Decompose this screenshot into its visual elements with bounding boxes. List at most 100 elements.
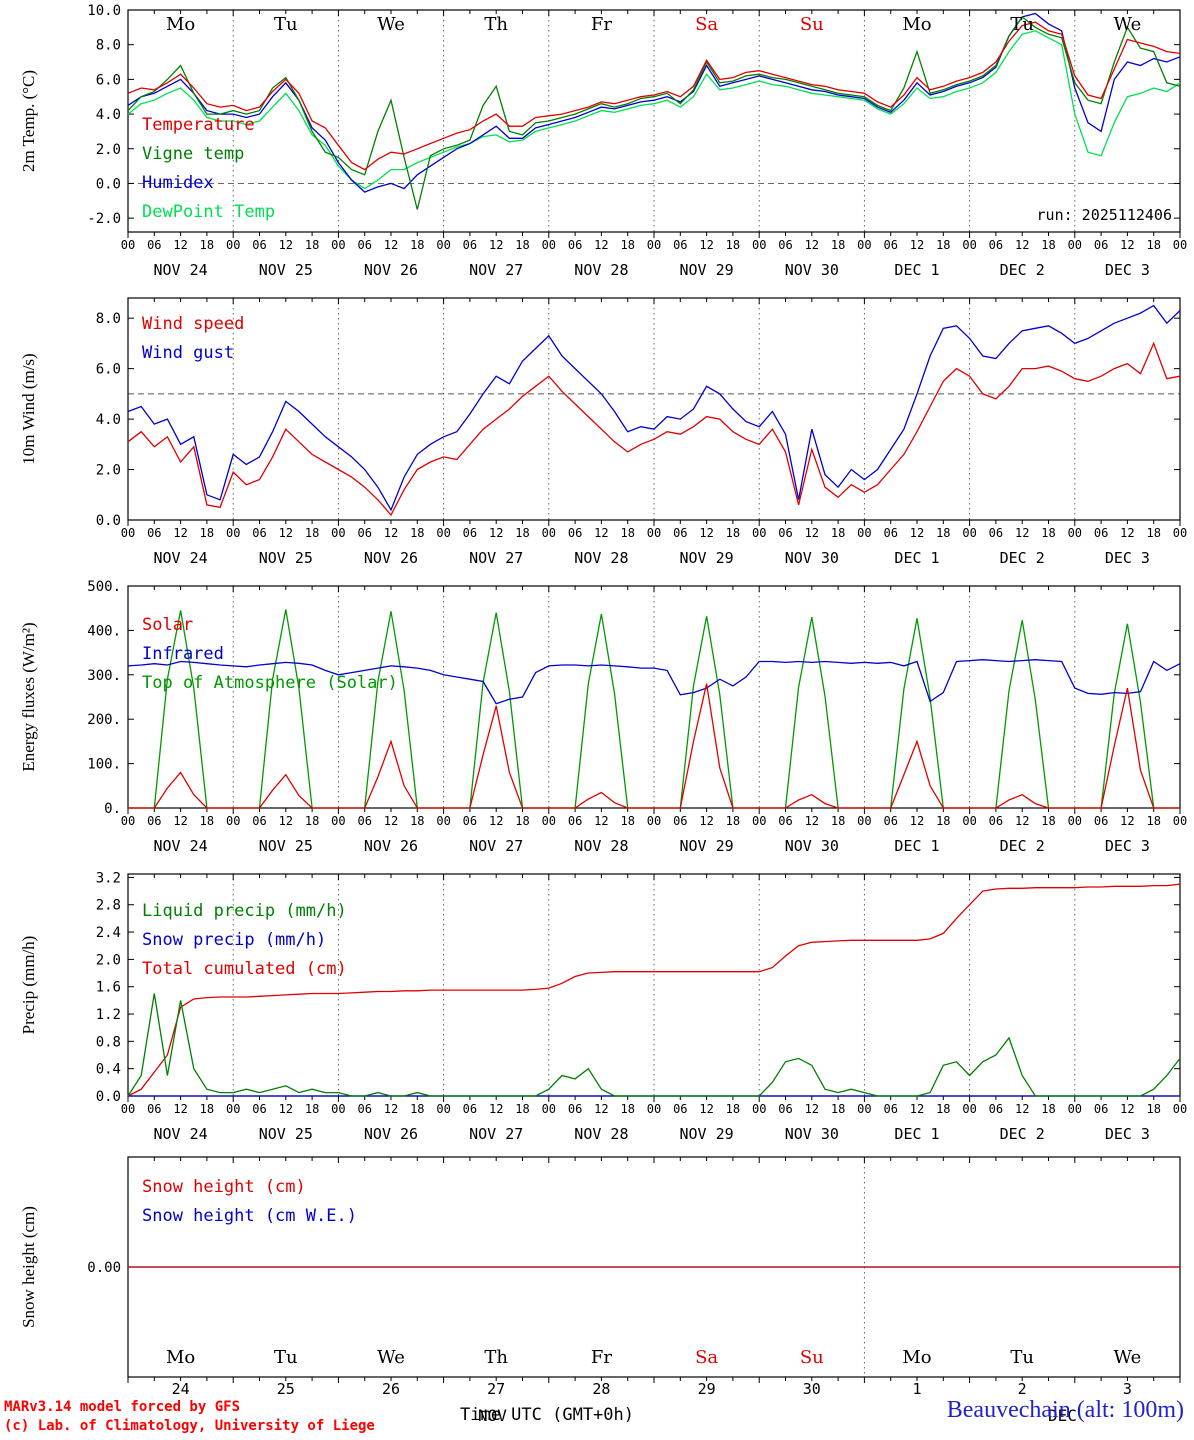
svg-text:12: 12 (173, 814, 187, 828)
svg-text:18: 18 (1041, 238, 1055, 252)
svg-text:06: 06 (1094, 1102, 1108, 1116)
svg-text:26: 26 (382, 1380, 400, 1397)
svg-text:Wind speed: Wind speed (142, 314, 244, 334)
svg-text:06: 06 (568, 814, 582, 828)
svg-text:28: 28 (592, 1380, 610, 1397)
svg-text:12: 12 (1015, 814, 1029, 828)
svg-text:18: 18 (1146, 526, 1160, 540)
svg-text:12: 12 (1120, 1102, 1134, 1116)
svg-text:12: 12 (173, 238, 187, 252)
svg-text:12: 12 (699, 814, 713, 828)
svg-text:18: 18 (1041, 526, 1055, 540)
svg-text:We: We (1114, 14, 1142, 35)
footer: MARv3.14 model forced by GFS (c) Lab. of… (0, 1397, 1194, 1440)
svg-text:12: 12 (279, 526, 293, 540)
svg-text:06: 06 (778, 238, 792, 252)
svg-text:2: 2 (1018, 1380, 1027, 1397)
svg-text:12: 12 (384, 238, 398, 252)
svg-text:Snow height (cm): Snow height (cm) (142, 1177, 306, 1197)
svg-text:00: 00 (1173, 814, 1187, 828)
svg-text:2.4: 2.4 (96, 925, 121, 941)
svg-text:0.8: 0.8 (96, 1034, 121, 1050)
svg-text:NOV 28: NOV 28 (574, 837, 628, 855)
svg-text:06: 06 (568, 238, 582, 252)
svg-text:12: 12 (1015, 1102, 1029, 1116)
svg-text:-2.0: -2.0 (87, 211, 121, 227)
svg-text:12: 12 (384, 1102, 398, 1116)
svg-text:06: 06 (147, 1102, 161, 1116)
svg-text:18: 18 (515, 1102, 529, 1116)
svg-text:12: 12 (910, 526, 924, 540)
svg-text:00: 00 (962, 1102, 976, 1116)
svg-text:NOV 27: NOV 27 (469, 261, 523, 279)
svg-text:00: 00 (542, 1102, 556, 1116)
svg-text:Sa: Sa (695, 14, 718, 35)
svg-text:00: 00 (542, 238, 556, 252)
svg-text:12: 12 (489, 238, 503, 252)
svg-text:NOV 30: NOV 30 (785, 837, 839, 855)
svg-text:00: 00 (121, 814, 135, 828)
svg-text:Mo: Mo (902, 14, 931, 35)
svg-text:6.0: 6.0 (96, 72, 121, 88)
svg-text:NOV 30: NOV 30 (785, 549, 839, 567)
svg-text:18: 18 (410, 238, 424, 252)
svg-text:18: 18 (515, 814, 529, 828)
svg-text:29: 29 (698, 1380, 716, 1397)
svg-text:18: 18 (1146, 238, 1160, 252)
svg-text:06: 06 (147, 526, 161, 540)
svg-text:06: 06 (463, 1102, 477, 1116)
svg-text:12: 12 (384, 814, 398, 828)
svg-text:Humidex: Humidex (142, 173, 214, 193)
svg-text:06: 06 (463, 238, 477, 252)
svg-text:18: 18 (305, 526, 319, 540)
svg-text:NOV 25: NOV 25 (259, 1125, 313, 1143)
svg-text:Liquid precip (mm/h): Liquid precip (mm/h) (142, 901, 347, 921)
svg-text:12: 12 (699, 1102, 713, 1116)
svg-text:12: 12 (489, 814, 503, 828)
svg-text:Top of Atmosphere (Solar): Top of Atmosphere (Solar) (142, 673, 398, 693)
svg-text:NOV 25: NOV 25 (259, 261, 313, 279)
svg-text:2.0: 2.0 (96, 142, 121, 158)
svg-text:06: 06 (1094, 526, 1108, 540)
svg-text:12: 12 (805, 814, 819, 828)
svg-text:12: 12 (805, 238, 819, 252)
svg-text:00: 00 (331, 238, 345, 252)
precip-panel-chart: 3.2 2.8 2.4 2.0 1.6 1.2 0.8 0.4 0.0 Precip (mm/h)… (19, 870, 1187, 1143)
svg-text:12: 12 (910, 1102, 924, 1116)
svg-text:00: 00 (542, 526, 556, 540)
svg-text:NOV 29: NOV 29 (680, 549, 734, 567)
svg-text:DEC 1: DEC 1 (894, 837, 939, 855)
svg-text:00: 00 (226, 526, 240, 540)
svg-text:30: 30 (803, 1380, 821, 1397)
svg-text:06: 06 (357, 814, 371, 828)
svg-text:DewPoint Temp: DewPoint Temp (142, 202, 275, 222)
footer-time-axis-label: Time UTC (GMT+0h) (460, 1405, 634, 1425)
svg-text:Vigne temp: Vigne temp (142, 144, 244, 164)
svg-text:18: 18 (936, 238, 950, 252)
svg-text:Precip (mm/h): Precip (mm/h) (19, 936, 38, 1035)
svg-text:00: 00 (962, 526, 976, 540)
temperature-panel-chart: 10.0 8.0 6.0 4.0 2.0 0.0 -2.0 2m Temp. (°C) Temp… (19, 3, 1187, 279)
svg-text:NOV 27: NOV 27 (469, 1125, 523, 1143)
svg-text:18: 18 (620, 1102, 634, 1116)
svg-text:NOV 25: NOV 25 (259, 837, 313, 855)
svg-text:10m Wind (m/s): 10m Wind (m/s) (19, 353, 38, 464)
svg-text:06: 06 (778, 814, 792, 828)
svg-text:Total cumulated (cm): Total cumulated (cm) (142, 959, 347, 979)
svg-text:NOV 24: NOV 24 (154, 549, 208, 567)
svg-text:Su: Su (800, 1347, 824, 1368)
svg-text:12: 12 (279, 238, 293, 252)
svg-text:0.0: 0.0 (96, 513, 121, 529)
svg-text:12: 12 (173, 1102, 187, 1116)
svg-text:DEC 3: DEC 3 (1105, 837, 1150, 855)
svg-text:12: 12 (384, 526, 398, 540)
svg-text:DEC 2: DEC 2 (1000, 549, 1045, 567)
svg-text:00: 00 (121, 238, 135, 252)
svg-text:2m Temp. (°C): 2m Temp. (°C) (19, 70, 38, 172)
svg-text:06: 06 (252, 526, 266, 540)
svg-text:18: 18 (620, 526, 634, 540)
svg-text:NOV 24: NOV 24 (154, 261, 208, 279)
svg-text:8.0: 8.0 (96, 311, 121, 327)
svg-text:00: 00 (962, 238, 976, 252)
svg-text:06: 06 (357, 238, 371, 252)
